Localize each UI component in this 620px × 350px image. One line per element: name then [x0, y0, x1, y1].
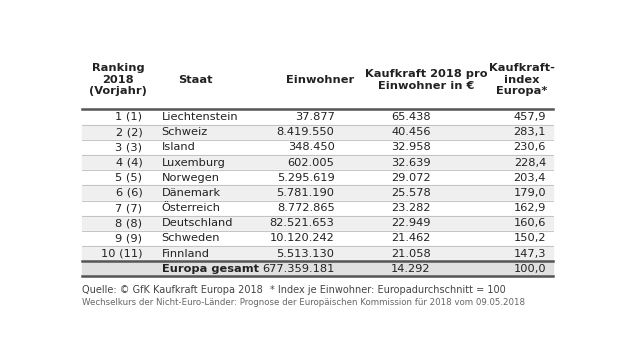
- Text: 32.639: 32.639: [391, 158, 431, 168]
- Text: * Index je Einwohner: Europadurchschnitt = 100: * Index je Einwohner: Europadurchschnitt…: [270, 285, 505, 295]
- Text: Liechtenstein: Liechtenstein: [162, 112, 238, 122]
- Text: 65.438: 65.438: [391, 112, 431, 122]
- Text: Schweiz: Schweiz: [162, 127, 208, 137]
- Text: 29.072: 29.072: [391, 173, 431, 183]
- Text: 150,2: 150,2: [513, 233, 546, 244]
- Text: 457,9: 457,9: [513, 112, 546, 122]
- Text: 100,0: 100,0: [513, 264, 546, 274]
- Text: Norwegen: Norwegen: [162, 173, 219, 183]
- Text: 6 (6): 6 (6): [115, 188, 143, 198]
- Bar: [82, 246, 553, 261]
- Text: 8.419.550: 8.419.550: [277, 127, 335, 137]
- Text: 9 (9): 9 (9): [115, 233, 143, 244]
- Text: 5.295.619: 5.295.619: [277, 173, 335, 183]
- Bar: [82, 140, 553, 155]
- Bar: [82, 186, 553, 201]
- Text: 10.120.242: 10.120.242: [270, 233, 335, 244]
- Text: 179,0: 179,0: [513, 188, 546, 198]
- Text: Wechselkurs der Nicht-Euro-Länder: Prognose der Europäischen Kommission für 2018: Wechselkurs der Nicht-Euro-Länder: Progn…: [82, 298, 525, 307]
- Text: 160,6: 160,6: [513, 218, 546, 228]
- Text: 283,1: 283,1: [513, 127, 546, 137]
- Text: 82.521.653: 82.521.653: [270, 218, 335, 228]
- Text: 8.772.865: 8.772.865: [277, 203, 335, 213]
- Text: 162,9: 162,9: [513, 203, 546, 213]
- Text: 5.781.190: 5.781.190: [277, 188, 335, 198]
- Text: Österreich: Österreich: [162, 203, 221, 213]
- Text: 23.282: 23.282: [391, 203, 431, 213]
- Text: Kaufkraft-
index
Europa*: Kaufkraft- index Europa*: [489, 63, 555, 96]
- Text: 228,4: 228,4: [514, 158, 546, 168]
- Text: 348.450: 348.450: [288, 142, 335, 152]
- Text: Ranking
2018
(Vorjahr): Ranking 2018 (Vorjahr): [89, 63, 148, 96]
- Text: Einwohner: Einwohner: [286, 75, 354, 85]
- Bar: [82, 201, 553, 216]
- Text: 147,3: 147,3: [513, 249, 546, 259]
- Bar: [82, 261, 553, 276]
- Text: 203,4: 203,4: [513, 173, 546, 183]
- Text: 4 (4): 4 (4): [115, 158, 143, 168]
- Text: 602.005: 602.005: [288, 158, 335, 168]
- Text: 5.513.130: 5.513.130: [277, 249, 335, 259]
- Text: Finnland: Finnland: [162, 249, 210, 259]
- Text: 25.578: 25.578: [391, 188, 431, 198]
- Text: 21.058: 21.058: [391, 249, 431, 259]
- Text: 1 (1): 1 (1): [115, 112, 143, 122]
- Text: 32.958: 32.958: [391, 142, 431, 152]
- Bar: [82, 216, 553, 231]
- Text: 5 (5): 5 (5): [115, 173, 143, 183]
- Text: Deutschland: Deutschland: [162, 218, 233, 228]
- Text: 37.877: 37.877: [294, 112, 335, 122]
- Text: 7 (7): 7 (7): [115, 203, 143, 213]
- Text: Island: Island: [162, 142, 195, 152]
- Text: 3 (3): 3 (3): [115, 142, 143, 152]
- Text: 2 (2): 2 (2): [115, 127, 143, 137]
- Text: Kaufkraft 2018 pro
Einwohner in €: Kaufkraft 2018 pro Einwohner in €: [365, 69, 487, 91]
- Text: 40.456: 40.456: [391, 127, 431, 137]
- Text: Dänemark: Dänemark: [162, 188, 221, 198]
- Text: 14.292: 14.292: [391, 264, 431, 274]
- Text: Schweden: Schweden: [162, 233, 220, 244]
- Text: 8 (8): 8 (8): [115, 218, 143, 228]
- Text: Quelle: © GfK Kaufkraft Europa 2018: Quelle: © GfK Kaufkraft Europa 2018: [82, 285, 263, 295]
- Text: Staat: Staat: [178, 75, 213, 85]
- Bar: [82, 109, 553, 125]
- Bar: [82, 170, 553, 186]
- Text: 21.462: 21.462: [391, 233, 431, 244]
- Text: Europa gesamt: Europa gesamt: [162, 264, 259, 274]
- Bar: [82, 231, 553, 246]
- Text: 677.359.181: 677.359.181: [262, 264, 335, 274]
- Text: 230,6: 230,6: [513, 142, 546, 152]
- Text: 22.949: 22.949: [391, 218, 431, 228]
- Bar: [82, 155, 553, 170]
- Text: 10 (11): 10 (11): [101, 249, 143, 259]
- Text: Luxemburg: Luxemburg: [162, 158, 226, 168]
- Bar: [82, 125, 553, 140]
